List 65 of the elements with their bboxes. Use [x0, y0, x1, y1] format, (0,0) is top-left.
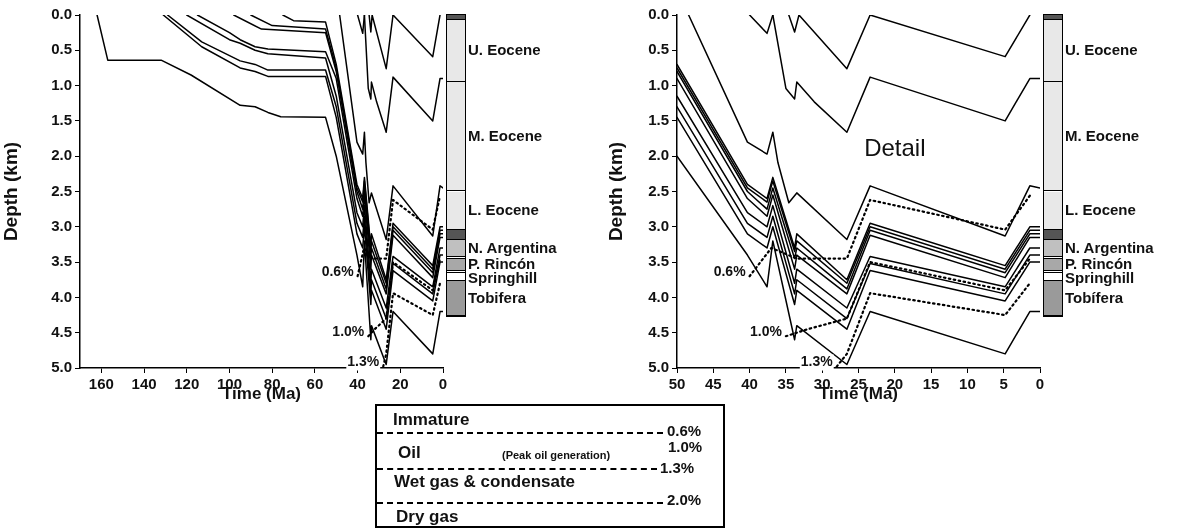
y-tick-label: 4.0 [51, 287, 72, 305]
y-tick-label: 1.5 [648, 111, 669, 129]
text: N. Argentina [468, 238, 558, 256]
text: L. Eocene [1065, 201, 1136, 219]
y-tick-label: 0.5 [51, 40, 72, 58]
text: 2.0% [667, 491, 702, 508]
y-tick-label: 3.0 [648, 216, 669, 234]
x-tick-label: 160 [88, 375, 114, 393]
series-label: 1.0% [749, 323, 783, 340]
x-tick-label: 5 [999, 375, 1008, 393]
text: Tobífera [1065, 288, 1124, 306]
y-tick-label: 5.0 [648, 358, 669, 376]
x-tick-label: 40 [741, 375, 758, 393]
y-tick-label: 0.5 [648, 40, 669, 58]
text: Dry gas [396, 507, 459, 526]
x-tick-label: 10 [959, 375, 976, 393]
text: Oil [398, 443, 421, 462]
text: 0.6% [667, 422, 702, 439]
annotation: Detail [864, 133, 926, 161]
y-tick-label: 1.0 [51, 75, 72, 93]
x-tick-label: 60 [306, 375, 324, 393]
text: 1.0% [668, 438, 703, 455]
y-tick-label: 4.5 [51, 322, 72, 340]
y-tick-label: 3.5 [51, 252, 72, 270]
text: Tobifera [468, 288, 527, 306]
text: L. Eocene [468, 201, 539, 219]
y-tick-label: 1.5 [51, 111, 72, 129]
y-tick-label: 4.0 [648, 287, 669, 305]
series-label: 1.0% [332, 323, 365, 340]
y-tick-label: 4.5 [648, 322, 669, 340]
text: 1.3% [660, 459, 695, 476]
x-tick-label: 120 [174, 375, 200, 393]
x-tick-label: 0 [438, 375, 448, 393]
text: M. Eocene [468, 126, 543, 144]
y-tick-label: 3.0 [51, 216, 72, 234]
y-tick-label: 2.0 [648, 146, 669, 164]
y-tick-label: 5.0 [51, 358, 72, 376]
y-tick-label: 0.0 [51, 5, 72, 23]
y-axis-title: Depth (km) [0, 141, 21, 242]
series-label: 0.6% [713, 263, 747, 280]
series-label: 1.3% [347, 353, 380, 370]
x-tick-label: 45 [704, 375, 722, 393]
text: N. Argentina [1065, 238, 1155, 256]
y-tick-label: 3.5 [648, 252, 669, 270]
x-tick-label: 20 [391, 375, 409, 393]
y-tick-label: 0.0 [648, 5, 669, 23]
x-tick-label: 50 [668, 375, 686, 393]
x-tick-label: 0 [1035, 375, 1045, 393]
series-label: 1.3% [800, 353, 834, 370]
y-tick-label: 2.5 [51, 181, 72, 199]
x-tick-label: 140 [131, 375, 157, 393]
text: Wet gas & condensate [394, 472, 576, 491]
text: U. Eocene [1065, 41, 1138, 59]
text: M. Eocene [1065, 126, 1140, 144]
y-axis-title: Depth (km) [604, 141, 626, 242]
x-tick-label: 15 [922, 375, 940, 393]
text: U. Eocene [468, 41, 541, 59]
x-tick-label: 35 [777, 375, 795, 393]
text: (Peak oil generation) [502, 449, 611, 461]
x-tick-label: 40 [349, 375, 366, 393]
text: Immature [393, 410, 470, 429]
y-tick-label: 2.5 [648, 181, 669, 199]
series-label: 0.6% [321, 263, 355, 280]
y-tick-label: 2.0 [51, 146, 72, 164]
y-tick-label: 1.0 [648, 75, 669, 93]
